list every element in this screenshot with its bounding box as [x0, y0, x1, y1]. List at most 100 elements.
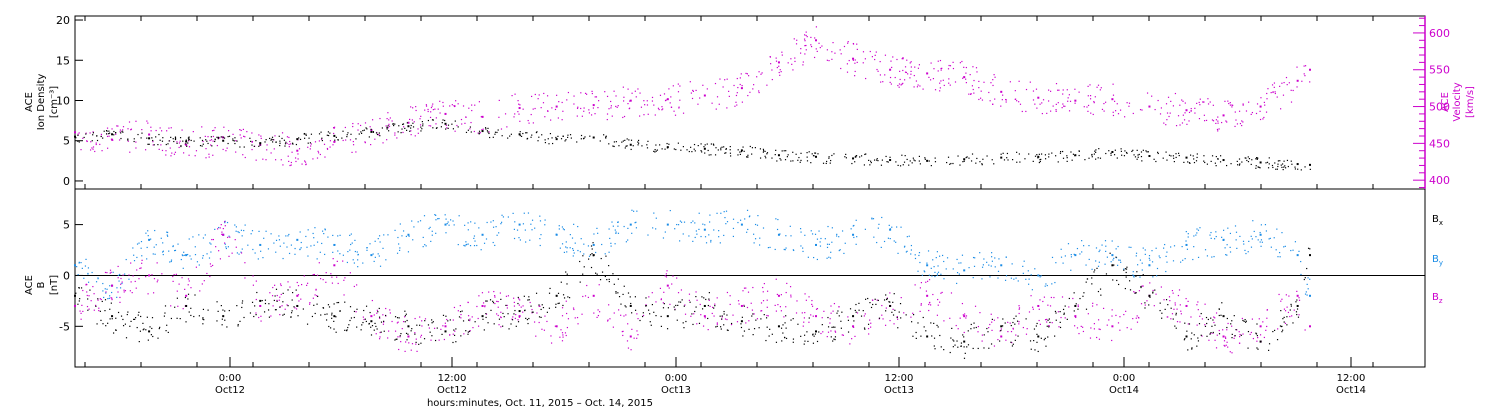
fill-point	[836, 235, 838, 237]
fill-point	[206, 140, 208, 142]
fill-point	[872, 299, 874, 301]
fill-point	[187, 293, 190, 295]
fill-point	[967, 330, 969, 332]
fill-point	[492, 302, 495, 304]
fill-point	[1106, 256, 1108, 258]
fill-point	[457, 126, 459, 128]
fill-point	[707, 329, 709, 331]
data-point	[185, 140, 188, 143]
data-point	[629, 335, 632, 338]
fill-point	[775, 341, 778, 343]
fill-point	[1296, 86, 1298, 88]
fill-point	[956, 258, 958, 261]
fill-point	[143, 328, 145, 330]
fill-point	[1055, 103, 1057, 105]
fill-point	[195, 266, 197, 268]
fill-point	[170, 260, 172, 263]
fill-point	[427, 324, 430, 326]
fill-point	[728, 95, 730, 97]
fill-point	[1119, 329, 1121, 331]
fill-point	[761, 72, 763, 74]
fill-point	[877, 299, 879, 302]
fill-point	[744, 218, 746, 220]
fill-point	[580, 134, 583, 137]
fill-point	[264, 302, 267, 305]
fill-point	[510, 323, 512, 325]
fill-point	[760, 73, 762, 75]
data-point	[777, 154, 780, 157]
fill-point	[1250, 113, 1252, 116]
fill-point	[260, 315, 262, 317]
fill-point	[700, 143, 702, 145]
fill-point	[1047, 304, 1049, 306]
fill-point	[168, 127, 170, 129]
fill-point	[725, 148, 727, 150]
fill-point	[945, 268, 947, 270]
fill-point	[127, 139, 129, 141]
fill-point	[1259, 118, 1262, 121]
fill-point	[502, 325, 504, 327]
fill-point	[1247, 161, 1250, 163]
fill-point	[590, 245, 593, 247]
data-point	[74, 135, 76, 138]
fill-point	[1170, 246, 1172, 248]
fill-point	[596, 316, 598, 318]
data-point	[852, 157, 855, 160]
fill-point	[1114, 149, 1116, 151]
fill-point	[586, 93, 588, 95]
fill-point	[1123, 155, 1126, 157]
fill-point	[281, 137, 283, 140]
fill-point	[469, 329, 471, 332]
fill-point	[1283, 246, 1285, 248]
fill-point	[959, 62, 961, 64]
fill-point	[111, 298, 113, 301]
fill-point	[1222, 329, 1224, 331]
fill-point	[637, 334, 639, 336]
fill-point	[124, 273, 126, 275]
fill-point	[792, 69, 794, 71]
fill-point	[586, 284, 588, 287]
fill-point	[524, 309, 526, 312]
fill-point	[639, 115, 641, 117]
fill-point	[660, 299, 662, 301]
fill-point	[790, 294, 792, 296]
fill-point	[1226, 244, 1228, 246]
fill-point	[1287, 165, 1289, 168]
fill-point	[500, 298, 502, 300]
fill-point	[264, 141, 266, 143]
fill-point	[525, 317, 527, 320]
fill-point	[1229, 232, 1232, 235]
fill-point	[378, 134, 380, 136]
fill-point	[787, 62, 789, 64]
fill-point	[873, 236, 875, 238]
fill-point	[716, 323, 718, 325]
fill-point	[1057, 311, 1059, 313]
fill-point	[628, 108, 630, 110]
fill-point	[826, 335, 828, 338]
fill-point	[160, 144, 162, 146]
fill-point	[981, 266, 984, 268]
fill-point	[209, 263, 212, 265]
fill-point	[1148, 264, 1150, 266]
fill-point	[1170, 100, 1172, 102]
fill-point	[396, 137, 398, 139]
fill-point	[1036, 322, 1038, 325]
fill-point	[876, 241, 878, 244]
fill-point	[1208, 339, 1210, 341]
fill-point	[357, 129, 359, 131]
fill-point	[855, 156, 857, 158]
fill-point	[378, 307, 380, 310]
fill-point	[1082, 295, 1084, 297]
fill-point	[342, 260, 344, 262]
fill-point	[100, 298, 102, 301]
fill-point	[1177, 115, 1180, 117]
fill-point	[1225, 254, 1227, 256]
fill-point	[1135, 317, 1137, 319]
fill-point	[1091, 268, 1093, 270]
fill-point	[275, 309, 277, 311]
fill-point	[867, 327, 870, 330]
fill-point	[454, 130, 456, 132]
fill-point	[919, 85, 921, 87]
fill-point	[333, 303, 335, 305]
fill-point	[868, 159, 870, 161]
